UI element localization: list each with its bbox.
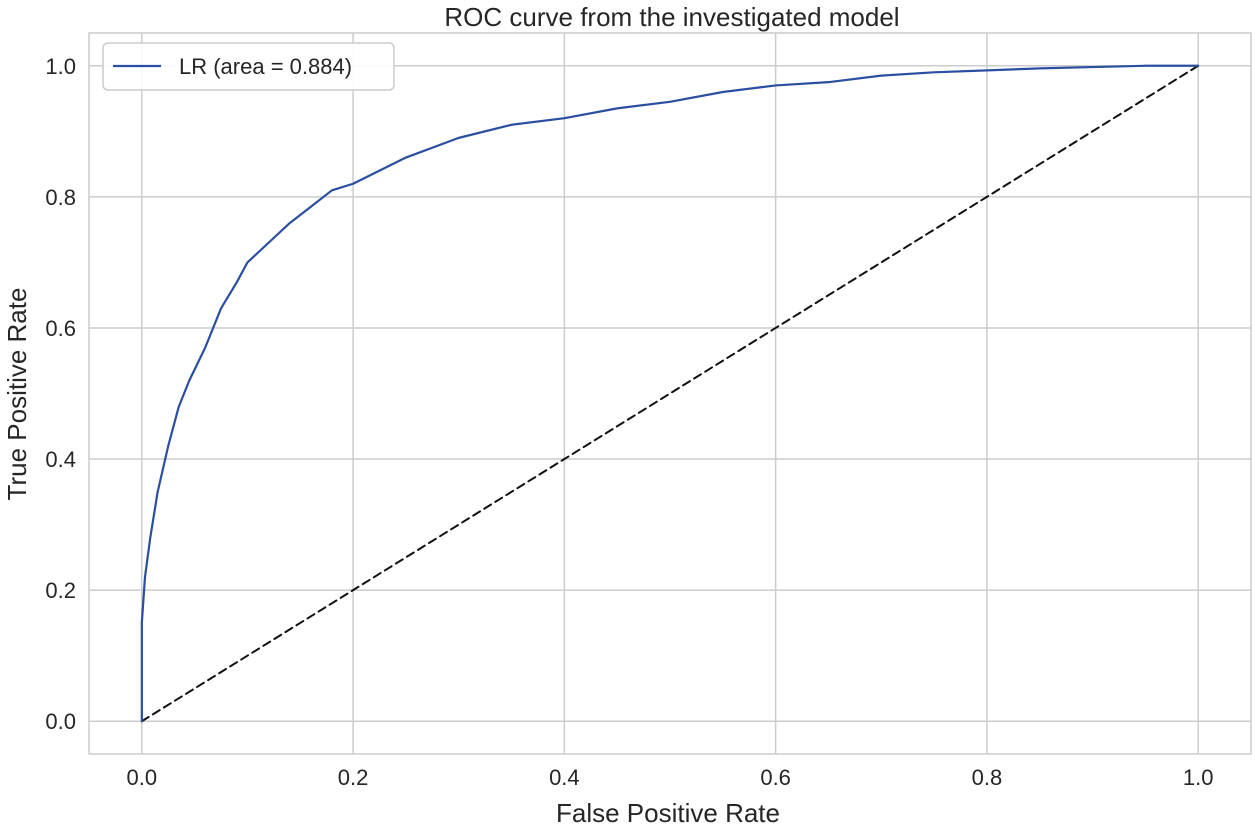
y-tick-label: 0.2 xyxy=(45,578,76,603)
y-tick-label: 0.0 xyxy=(45,709,76,734)
x-tick-label: 0.0 xyxy=(127,765,158,790)
y-axis-label: True Positive Rate xyxy=(2,288,32,501)
series-layer xyxy=(140,64,1200,723)
x-tick-label: 0.6 xyxy=(760,765,791,790)
y-tick-label: 0.4 xyxy=(45,447,76,472)
y-tick-label: 0.8 xyxy=(45,185,76,210)
roc-curve-line xyxy=(140,64,1200,723)
legend-box xyxy=(102,42,395,91)
tick-labels: 0.0 0.2 0.4 0.6 0.8 1.0 0.0 0.2 0.4 0.6 0.8 1.0 xyxy=(45,54,1213,790)
x-axis-label: False Positive Rate xyxy=(556,798,780,828)
x-tick-label: 0.8 xyxy=(972,765,1003,790)
x-tick-label: 0.4 xyxy=(549,765,580,790)
y-tick-label: 0.6 xyxy=(45,316,76,341)
legend-label: LR (area = 0.884) xyxy=(179,54,352,79)
chart-title: ROC curve from the investigated model xyxy=(444,2,899,32)
y-tick-label: 1.0 xyxy=(45,54,76,79)
chance-diagonal-line xyxy=(140,64,1200,723)
plot-frame xyxy=(88,32,1252,755)
x-tick-label: 1.0 xyxy=(1183,765,1214,790)
x-tick-label: 0.2 xyxy=(338,765,369,790)
legend: LR (area = 0.884) xyxy=(102,42,395,91)
